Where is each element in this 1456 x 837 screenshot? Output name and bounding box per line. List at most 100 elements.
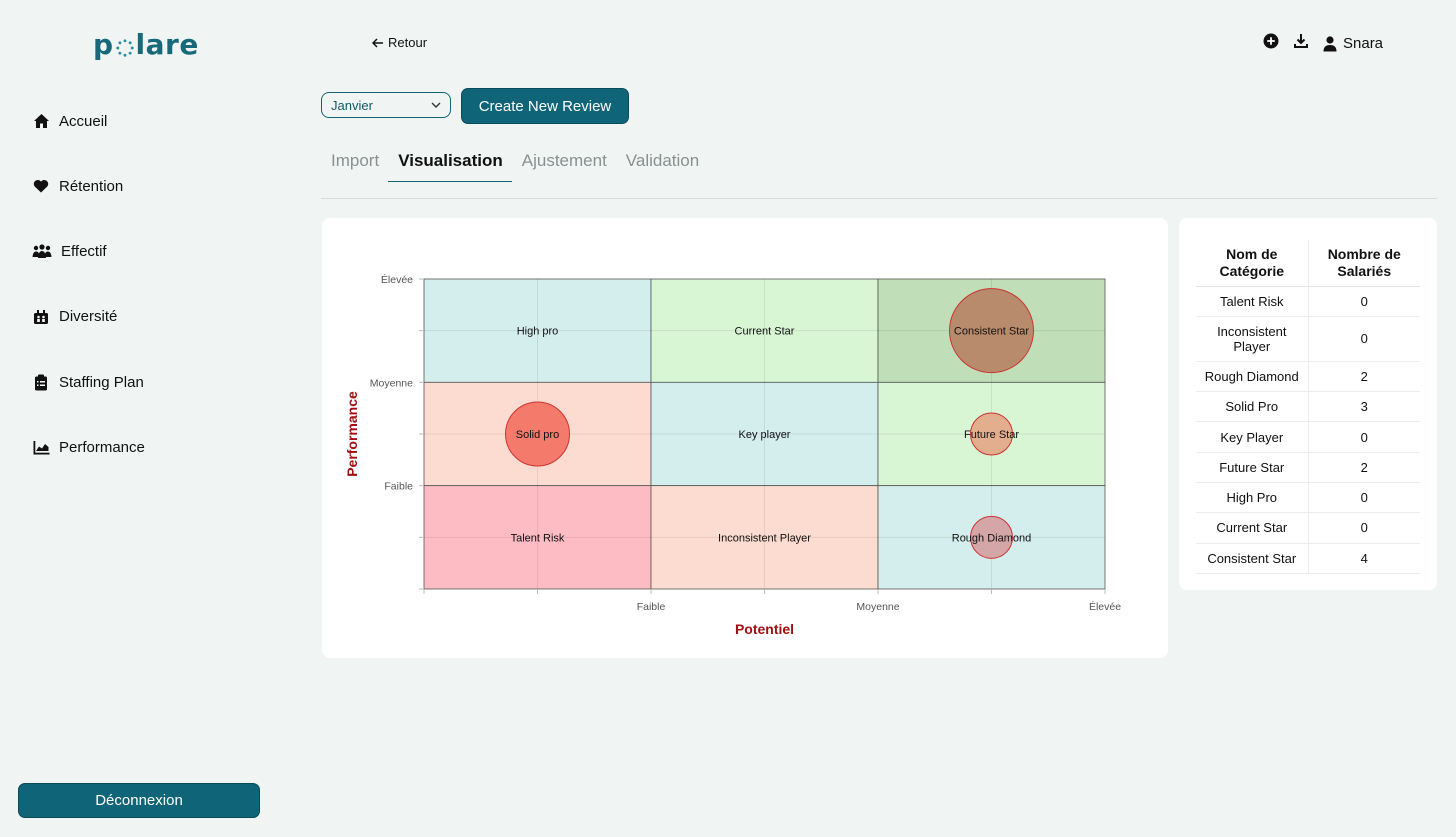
arrow-left-icon	[372, 37, 383, 48]
table-cell-count: 2	[1308, 361, 1420, 393]
table-row: Talent Risk 0	[1196, 286, 1420, 317]
table-header-category: Nom de Catégorie	[1196, 240, 1309, 287]
table-cell-count: 0	[1308, 286, 1420, 317]
table-row: Rough Diamond 2	[1196, 361, 1420, 393]
table-cell-category: Key Player	[1196, 421, 1309, 453]
y-tick-label: Moyenne	[370, 377, 413, 389]
table-cell-count: 0	[1308, 482, 1420, 514]
logout-button[interactable]: Déconnexion	[18, 783, 260, 818]
chart-icon	[32, 438, 50, 456]
cell-label: Solid pro	[516, 429, 559, 441]
sidebar-nav: Accueil Rétention Effectif Diversité Sta…	[32, 104, 145, 496]
download-icon[interactable]	[1293, 33, 1309, 54]
logo-text-prefix: p	[93, 28, 114, 61]
user-icon	[1323, 35, 1337, 51]
table-header-count: Nombre de Salariés	[1308, 240, 1420, 287]
bubble	[970, 412, 1013, 456]
table-cell-category: Future Star	[1196, 452, 1309, 483]
cell-label: Key player	[739, 429, 791, 441]
month-select-value: Janvier	[331, 97, 373, 113]
sidebar-item-staffing-plan[interactable]: Staffing Plan	[32, 365, 145, 399]
sidebar-item-accueil[interactable]: Accueil	[32, 104, 145, 138]
table-cell-category: Talent Risk	[1196, 286, 1309, 317]
table-cell-category: Rough Diamond	[1196, 361, 1309, 393]
tab-import[interactable]: Import	[331, 151, 380, 170]
x-tick-label: Faible	[637, 601, 666, 613]
sidebar-item-label: Effectif	[61, 243, 107, 261]
grid-cell	[423, 485, 652, 590]
tab-ajustement[interactable]: Ajustement	[521, 151, 607, 170]
home-icon	[32, 112, 50, 130]
create-review-button[interactable]: Create New Review	[461, 88, 629, 124]
cell-label: Current Star	[735, 326, 795, 338]
logo-ring-icon	[115, 38, 134, 57]
sidebar-item-label: Staffing Plan	[59, 373, 144, 391]
table-row: Key Player 0	[1196, 421, 1420, 453]
chevron-down-icon	[431, 102, 441, 108]
add-icon[interactable]	[1263, 33, 1279, 54]
table-cell-count: 0	[1308, 421, 1420, 453]
logo: p lare	[93, 28, 199, 61]
header-actions: Snara	[1263, 33, 1383, 54]
sidebar-item-effectif[interactable]: Effectif	[32, 235, 145, 269]
heart-icon	[32, 177, 50, 195]
bubble	[505, 401, 570, 467]
nine-box-chart: High pro Current Star Consistent Star Solid…	[344, 273, 1121, 637]
table-cell-category: High Pro	[1196, 482, 1309, 514]
tab-visualisation[interactable]: Visualisation	[388, 146, 512, 182]
table-row: Solid Pro 3	[1196, 391, 1420, 423]
y-axis-label: Performance	[344, 391, 360, 477]
table-cell-count: 0	[1308, 316, 1420, 362]
clipboard-icon	[32, 373, 50, 391]
table-cell-count: 0	[1308, 512, 1420, 544]
logo-text-suffix: lare	[135, 28, 199, 61]
y-tick-label: Élevée	[381, 273, 413, 286]
back-label: Retour	[388, 35, 428, 50]
cell-label: Consistent Star	[954, 326, 1030, 338]
table-cell-category: Inconsistent Player	[1196, 316, 1309, 362]
sidebar-item-diversite[interactable]: Diversité	[32, 300, 145, 334]
table-cell-count: 2	[1308, 452, 1420, 483]
grid-cell	[650, 485, 879, 590]
tab-validation[interactable]: Validation	[625, 151, 700, 170]
sidebar-item-label: Accueil	[59, 112, 108, 130]
month-select[interactable]: Janvier	[321, 92, 451, 118]
cell-label: Inconsistent Player	[718, 532, 811, 544]
sidebar: p lare Accueil Rétention E	[0, 0, 280, 837]
sidebar-item-label: Rétention	[59, 177, 124, 195]
x-tick-label: Élevée	[1089, 600, 1121, 613]
back-link[interactable]: Retour	[372, 35, 427, 50]
table-cell-count: 4	[1308, 543, 1420, 574]
table-cell-count: 3	[1308, 391, 1420, 423]
sidebar-item-label: Diversité	[59, 308, 118, 326]
user-menu[interactable]: Snara	[1323, 35, 1383, 52]
table-cell-category: Solid Pro	[1196, 391, 1309, 423]
sidebar-item-retention[interactable]: Rétention	[32, 169, 145, 203]
user-name: Snara	[1343, 35, 1384, 52]
grid-cell	[650, 381, 879, 487]
tabs: Import Visualisation Ajustement Validati…	[321, 146, 708, 182]
cell-label: Future Star	[964, 429, 1019, 441]
table-cell-category: Consistent Star	[1196, 543, 1309, 574]
cell-label: Rough Diamond	[952, 532, 1032, 544]
bubble	[970, 515, 1013, 559]
category-table: Nom de Catégorie Nombre de Salariés Tale…	[1196, 240, 1420, 574]
bubble	[949, 288, 1034, 374]
grid-cell	[650, 278, 879, 383]
y-tick-label: Faible	[384, 481, 413, 493]
x-axis-label: Potentiel	[735, 621, 794, 637]
category-table-card: Nom de Catégorie Nombre de Salariés Tale…	[1179, 218, 1437, 590]
cell-label: High pro	[517, 326, 559, 338]
cell-label: Talent Risk	[511, 532, 565, 544]
table-row: Inconsistent Player 0	[1196, 316, 1420, 362]
chart-card: High pro Current Star Consistent Star Solid…	[322, 218, 1168, 658]
x-tick-label: Moyenne	[856, 601, 899, 613]
sidebar-item-label: Performance	[59, 438, 145, 456]
diversity-icon	[32, 308, 50, 326]
table-row: Consistent Star 4	[1196, 543, 1420, 574]
people-icon	[32, 243, 52, 261]
table-cell-category: Current Star	[1196, 512, 1309, 544]
tabs-divider	[321, 198, 1437, 199]
table-row: High Pro 0	[1196, 482, 1420, 514]
sidebar-item-performance[interactable]: Performance	[32, 430, 145, 464]
